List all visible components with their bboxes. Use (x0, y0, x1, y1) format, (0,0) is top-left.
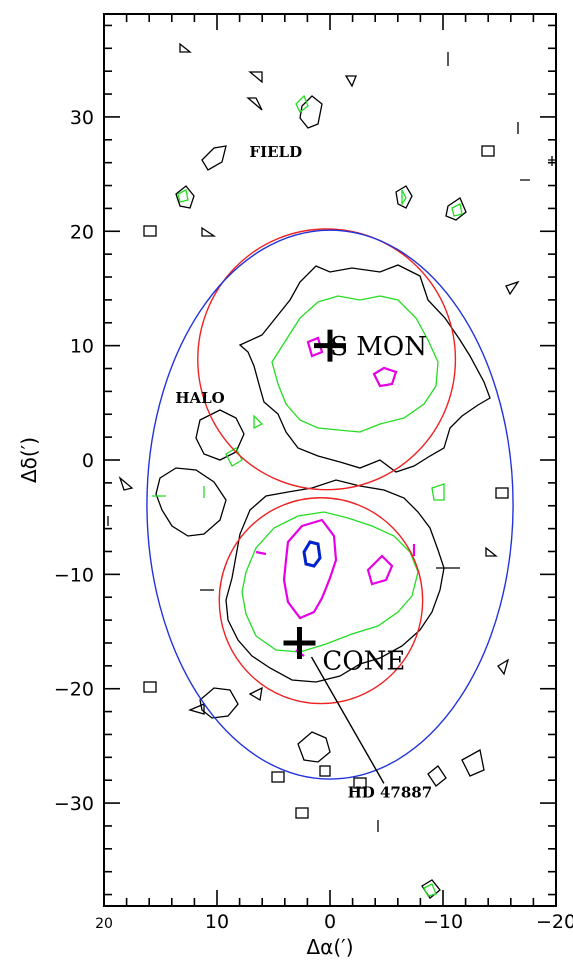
black-contour-field1 (299, 95, 323, 129)
black-contour-east (461, 748, 485, 777)
black-contour-box7 (295, 807, 309, 819)
black-contour-fragments (107, 52, 557, 832)
black-contour-tri5 (201, 226, 217, 237)
cross-marker-s-mon (314, 329, 346, 362)
y-tick-label: 20 (70, 221, 94, 243)
black-contour-tri6 (118, 476, 134, 491)
black-contour-cone (225, 479, 445, 683)
green-contour-smon (271, 295, 439, 433)
region-ellipse-halo (146, 229, 514, 780)
black-contour-field4 (395, 185, 413, 209)
black-contour-field2 (201, 145, 227, 171)
region-label-cone: CONE (322, 646, 405, 676)
green-contour-halo3 (152, 414, 264, 498)
black-contour-tri11 (188, 703, 205, 715)
y-tick-label: −10 (54, 564, 94, 586)
region-circle-cone (218, 497, 424, 705)
cross-marker-hd-47887 (283, 626, 316, 659)
x-tick-label: −10 (423, 911, 463, 933)
y-tick-label: 10 (70, 336, 94, 358)
black-contour-se (427, 765, 447, 787)
black-contour-tri9 (497, 658, 510, 676)
green-contour-bottom (423, 883, 437, 897)
green-contour-field3 (451, 203, 463, 217)
black-contour-field3 (175, 185, 195, 209)
y-tick-label: −20 (54, 679, 94, 701)
black-contour-box1 (143, 225, 157, 237)
black-contour-south2 (297, 731, 331, 763)
region-circle-s-mon (197, 228, 457, 491)
magenta-contour-cone2 (366, 554, 394, 586)
black-contour-box5 (271, 771, 285, 783)
density-contours (107, 42, 557, 899)
black-contour-tri3 (246, 97, 263, 111)
black-contour-box2 (481, 145, 495, 157)
y-tick-label: −30 (54, 793, 94, 815)
y-axis-label: Δδ(′) (17, 437, 41, 483)
black-contour-box4 (495, 487, 509, 499)
black-contour-box6 (353, 777, 367, 789)
black-contour-halo-west (155, 467, 227, 537)
green-contour-field1 (295, 94, 309, 113)
black-contour-south (199, 687, 239, 719)
x-tick-label: −20 (536, 911, 573, 933)
black-contour-field5 (445, 197, 467, 221)
region-label-hd-47887: HD 47887 (348, 783, 433, 801)
green-contour-halo2 (431, 483, 445, 501)
green-contour-halo1 (225, 447, 243, 467)
x-axis-label: Δα(′) (306, 935, 353, 959)
blue-contour-cone (302, 540, 322, 568)
magenta-contour-smon1 (306, 336, 324, 358)
y-tick-label: 0 (82, 450, 94, 472)
x-tick-label: 0 (324, 911, 336, 933)
black-contour-tri2 (248, 71, 263, 84)
magenta-contour-cone (282, 518, 338, 620)
green-contour-cone (241, 511, 419, 653)
region-label-s-mon: S MON (330, 332, 427, 362)
black-contour-tri1 (179, 42, 192, 53)
magenta-contour-smon2 (372, 366, 398, 388)
black-contour-tri4 (344, 75, 357, 88)
green-contour-field4 (401, 189, 407, 207)
black-contour-tri10 (248, 686, 263, 702)
region-label-halo: HALO (175, 389, 224, 407)
green-contour-field2 (177, 189, 189, 203)
black-contour-box3 (143, 681, 157, 693)
black-contour-box8 (319, 765, 331, 777)
black-contour-tri8 (485, 546, 498, 557)
y-tick-label: 30 (70, 107, 94, 129)
x-tick-label: 20 (95, 916, 113, 932)
black-contour-tri7 (505, 280, 520, 296)
x-tick-label: 10 (205, 911, 229, 933)
hd47887-pointer-line (310, 656, 385, 784)
black-contour-smon (238, 264, 491, 473)
region-label-field: FIELD (249, 143, 302, 161)
